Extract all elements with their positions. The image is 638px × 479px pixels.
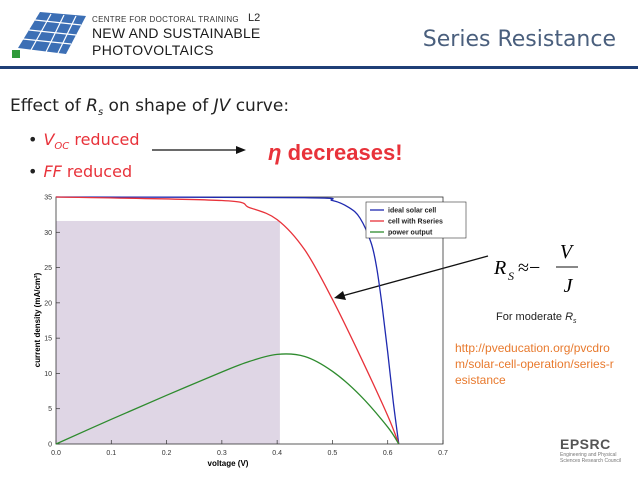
- formula-lhs: R: [493, 257, 506, 279]
- y-tick-label: 20: [44, 300, 52, 307]
- x-tick-label: 0.5: [328, 450, 338, 457]
- y-tick-label: 0: [48, 442, 52, 449]
- epsrc-subtitle: Engineering and Physical Sciences Resear…: [560, 452, 622, 464]
- formula-arrow-head: [334, 291, 346, 300]
- series-resistance-formula: R S ≈− V J: [490, 240, 590, 300]
- bullet-arrow-head: [236, 146, 246, 154]
- bullet-ff-reduced: • FF reduced: [28, 162, 133, 181]
- y-tick-label: 35: [44, 195, 52, 202]
- formula-lhs-sub: S: [508, 269, 514, 283]
- max-power-rectangle: [56, 220, 280, 444]
- y-tick-label: 10: [44, 371, 52, 378]
- pveducation-link[interactable]: http://pvedu­cation.org/pvcdrom/solar-ce…: [455, 341, 614, 387]
- org-name-line2: NEW AND SUSTAINABLE: [92, 25, 261, 41]
- epsrc-logo: EPSRC Engineering and Physical Sciences …: [560, 436, 632, 464]
- content-heading: Effect of Rs on shape of JV curve:: [10, 96, 290, 119]
- epsrc-name: EPSRC: [560, 436, 611, 452]
- legend-label-2: power output: [388, 230, 433, 237]
- org-name-line3: PHOTOVOLTAICS: [92, 42, 214, 58]
- formula-denominator: J: [564, 275, 574, 297]
- legend-label-0: ideal solar cell: [388, 208, 436, 215]
- y-tick-label: 30: [44, 230, 52, 237]
- header-divider: [0, 66, 638, 69]
- annotation-arrows: [152, 146, 489, 300]
- formula-numerator: V: [560, 241, 575, 263]
- x-tick-label: 0.7: [438, 450, 448, 457]
- y-tick-label: 25: [44, 265, 52, 272]
- x-tick-label: 0.0: [51, 450, 61, 457]
- series-line-1: [55, 196, 400, 445]
- x-tick-label: 0.1: [106, 450, 116, 457]
- y-tick-label: 15: [44, 336, 52, 343]
- formula-arrow: [341, 255, 489, 297]
- formula-condition-note: For moderate Rs: [496, 311, 577, 326]
- plot-area: 0.0 0.1 0.2 0.3 0.4 0.5 0.6 0.7 0 5 10 15 20 25 30 35 id…: [44, 195, 467, 457]
- series-line-2: [55, 353, 400, 445]
- x-tick-label: 0.3: [217, 450, 227, 457]
- lecture-number: L2: [248, 12, 261, 24]
- formula-operator: ≈−: [518, 257, 540, 279]
- x-tick-label: 0.6: [383, 450, 393, 457]
- efficiency-decreases-label: η decreases!: [268, 140, 403, 165]
- slide-header: CENTRE FOR DOCTORAL TRAINING NEW AND SUS…: [0, 0, 638, 66]
- bullet-voc-reduced: • VOC reduced: [28, 130, 140, 153]
- x-tick-label: 0.4: [272, 450, 282, 457]
- solar-panel-logo-icon: [12, 12, 86, 58]
- y-tick-label: 5: [48, 406, 52, 413]
- legend-label-1: cell with Rseries: [388, 219, 443, 226]
- x-tick-label: 0.2: [162, 450, 172, 457]
- x-axis-label: voltage (V): [208, 459, 249, 468]
- org-name-line1: CENTRE FOR DOCTORAL TRAINING: [92, 15, 239, 24]
- slide-title: Series Resistance: [422, 27, 616, 52]
- y-axis-label: current density (mA/cm²): [33, 272, 42, 367]
